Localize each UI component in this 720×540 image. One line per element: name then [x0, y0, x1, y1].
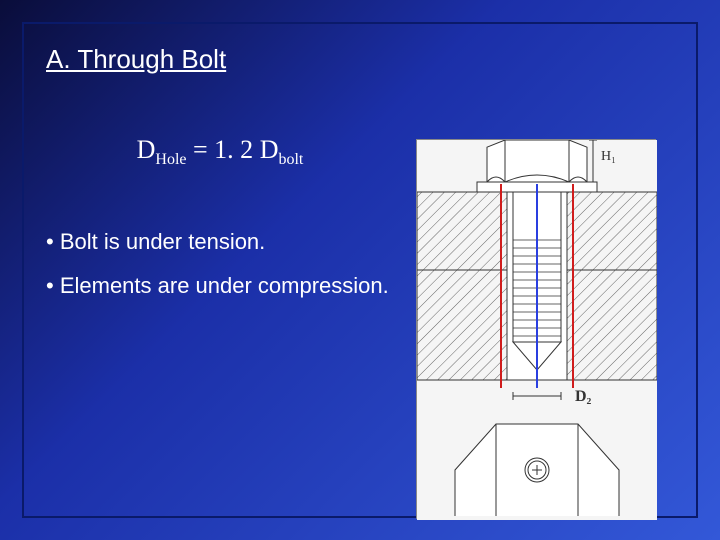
bullet-text: Bolt is under tension.: [60, 229, 265, 254]
formula-lhs-sub: Hole: [155, 151, 186, 168]
bullet-text: Elements are under compression.: [60, 273, 389, 298]
formula: DHole = 1. 2 Dbolt: [137, 135, 304, 164]
slide-border: A. Through Bolt DHole = 1. 2 Dbolt • Bol…: [22, 22, 698, 518]
slide-root: A. Through Bolt DHole = 1. 2 Dbolt • Bol…: [0, 0, 720, 540]
bolt-svg: H₁ D₂: [417, 140, 657, 520]
formula-lhs-base: D: [137, 135, 156, 164]
bolt-diagram: H₁ D₂: [416, 139, 656, 519]
svg-text:H₁: H₁: [601, 149, 616, 164]
slide-title: A. Through Bolt: [46, 44, 674, 75]
formula-eq: = 1. 2: [187, 135, 260, 164]
formula-rhs-sub: bolt: [278, 151, 303, 168]
formula-rhs-base: D: [260, 135, 279, 164]
svg-text:D₂: D₂: [575, 388, 592, 405]
